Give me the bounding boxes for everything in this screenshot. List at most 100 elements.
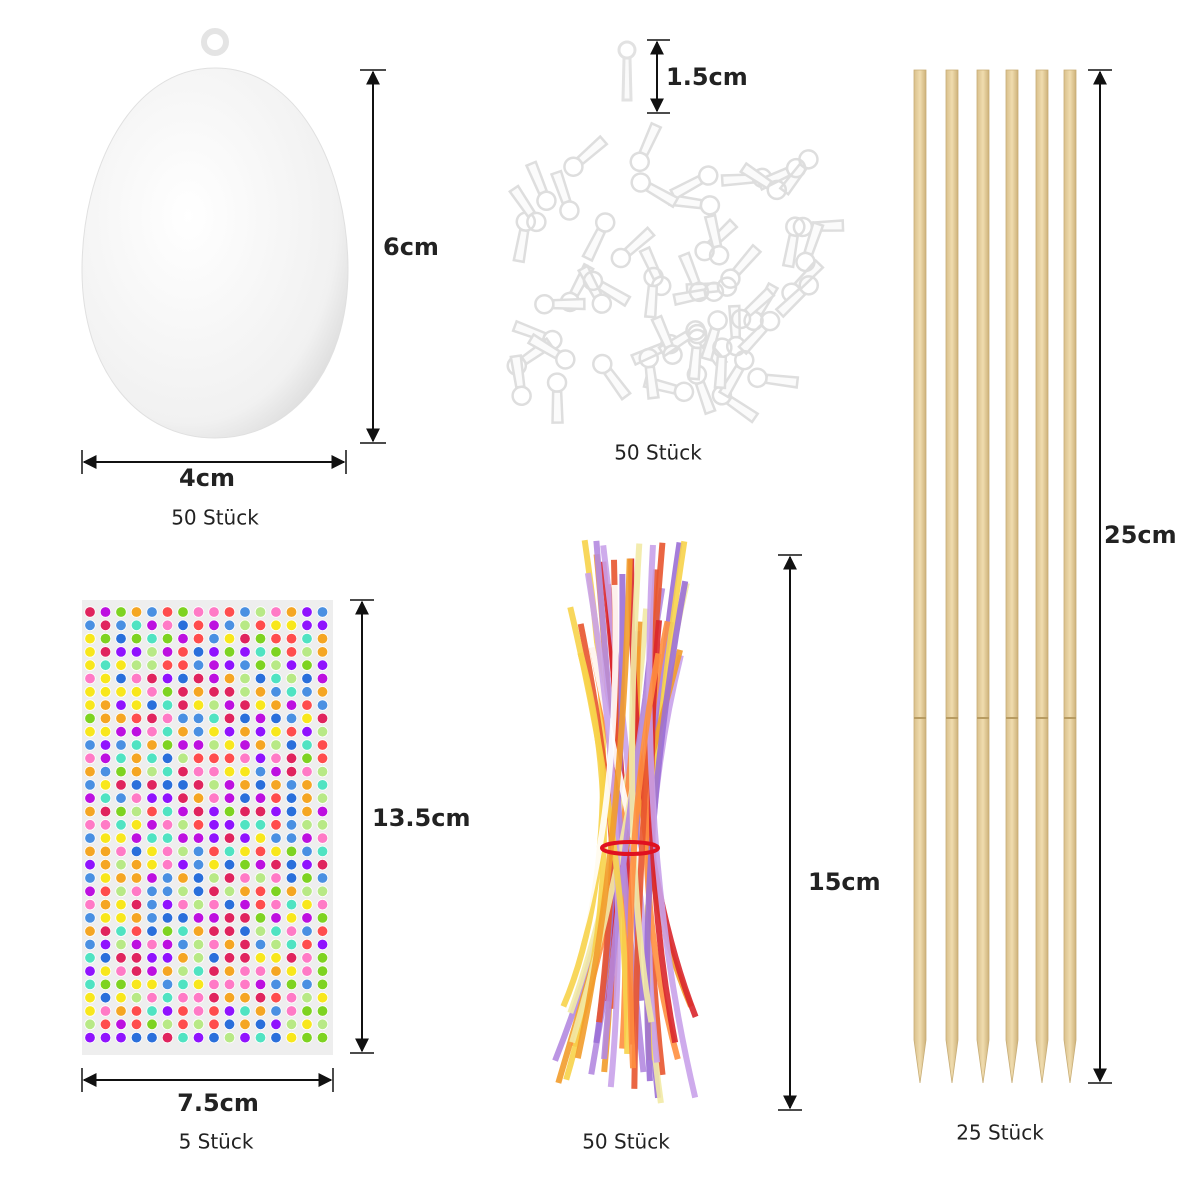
gem (208, 912, 220, 924)
hook (747, 367, 800, 389)
stick (1063, 69, 1077, 1084)
gem (254, 1005, 267, 1017)
hook (774, 275, 820, 319)
gem (239, 859, 251, 871)
gem (115, 659, 127, 671)
gem (130, 606, 143, 618)
hook (509, 354, 532, 407)
gem (285, 938, 298, 951)
gem (192, 646, 205, 658)
gem (223, 845, 236, 858)
gem (146, 872, 158, 884)
gem (130, 978, 143, 991)
gem (177, 885, 189, 898)
gem (254, 632, 267, 645)
gem (146, 765, 158, 778)
gem (270, 739, 282, 751)
gem (161, 739, 174, 751)
gem (239, 619, 251, 632)
gem (146, 898, 158, 911)
gem (115, 1031, 127, 1044)
gem (99, 859, 112, 871)
gem (177, 606, 189, 618)
gem (177, 686, 189, 698)
gem (223, 805, 236, 818)
gem (301, 712, 313, 725)
gem (316, 978, 329, 991)
gem (285, 819, 298, 831)
hook (668, 165, 719, 201)
gem (239, 819, 251, 831)
gem (223, 672, 236, 685)
gem (208, 952, 220, 964)
gem (130, 938, 143, 951)
gem (270, 726, 282, 738)
gem (84, 992, 96, 1004)
gem (115, 606, 127, 618)
gem (115, 992, 127, 1004)
gem (177, 726, 189, 738)
gem (316, 752, 329, 765)
gem (115, 885, 127, 898)
gem (208, 1018, 220, 1031)
gem (161, 765, 174, 778)
gem (316, 632, 329, 645)
gem (99, 912, 112, 924)
gem (270, 619, 282, 632)
hook (629, 121, 663, 173)
gem (84, 898, 96, 911)
gem (84, 765, 96, 778)
gem (270, 1018, 282, 1031)
gem (270, 859, 282, 871)
gem (161, 965, 174, 977)
gem (130, 765, 143, 778)
gem (208, 832, 220, 844)
gem (84, 672, 96, 685)
gem (208, 606, 220, 618)
gem (270, 912, 282, 924)
gem (270, 686, 282, 698)
gem (239, 672, 251, 685)
gem (254, 1031, 267, 1044)
gem (254, 699, 267, 711)
gem (161, 726, 174, 738)
gem (285, 619, 298, 632)
stick (1035, 69, 1049, 1084)
hook-pile (506, 40, 845, 424)
gem (161, 792, 174, 804)
hook (534, 293, 586, 315)
gem (254, 965, 267, 977)
gem (239, 632, 251, 645)
gem (239, 712, 251, 725)
hook-ring (747, 367, 768, 389)
gem (239, 1031, 251, 1044)
gem (192, 672, 205, 685)
gem (301, 832, 313, 844)
gem (146, 912, 158, 924)
gem (316, 872, 329, 884)
gem (285, 805, 298, 818)
gem (285, 606, 298, 618)
gem (239, 686, 251, 698)
gem (99, 872, 112, 884)
hook (581, 212, 616, 263)
hook-stem (677, 251, 701, 287)
gem (115, 792, 127, 804)
gem (115, 832, 127, 844)
gem (177, 779, 189, 791)
hook-stem (694, 379, 717, 416)
ribbon (574, 558, 633, 1059)
gem (316, 845, 329, 858)
gem (115, 752, 127, 765)
dimension-label: 6cm (383, 233, 439, 261)
hook (526, 332, 576, 370)
count-label: 25 Stück (956, 1121, 1044, 1145)
gem (84, 952, 96, 964)
gem (84, 726, 96, 738)
gem (115, 872, 127, 884)
gem (146, 646, 158, 658)
gem (301, 779, 313, 791)
gem (285, 885, 298, 898)
gem (115, 686, 127, 698)
gem (285, 832, 298, 844)
